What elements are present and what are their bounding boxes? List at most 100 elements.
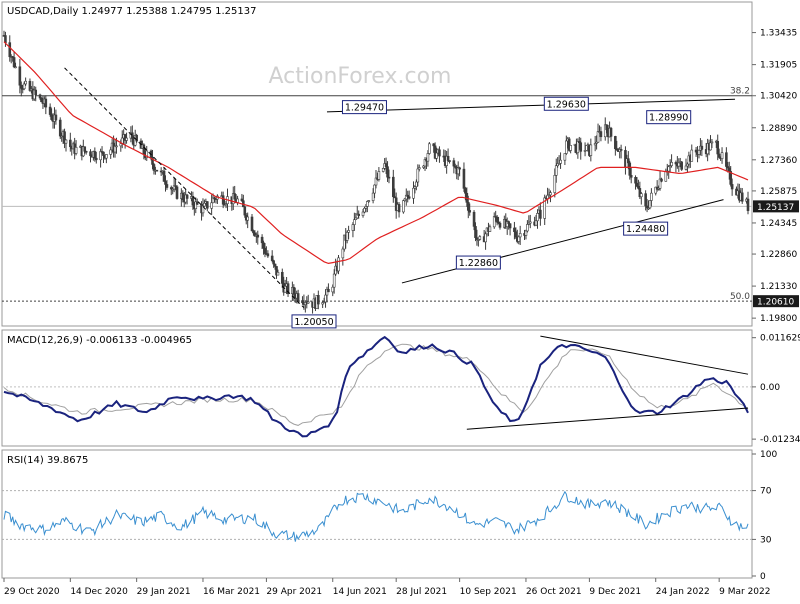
candle-body [517,236,521,242]
macd-panel-title: MACD(12,26,9) -0.006133 -0.004965 [7,335,192,346]
candle-body [495,216,499,223]
candle-body [402,200,405,213]
candle-body [474,226,477,238]
x-axis-label: 9 Mar 2022 [719,587,770,597]
candle-body [730,184,734,190]
candle-body [684,165,688,170]
candle-body [644,193,647,207]
candle-body [438,149,441,157]
candle-body [664,170,668,182]
candle-body [415,181,418,187]
macd-axis-label: 0.011629 [760,334,800,344]
candle-body [145,150,149,158]
price-annotation-box [646,110,692,125]
candle-body [165,184,169,188]
candle-body [276,271,280,276]
moving-average-line [3,41,749,265]
candle-body [102,151,105,156]
x-axis-label: 14 Dec 2020 [70,587,128,597]
price-axis-label: 1.28890 [760,124,797,134]
candle-body [246,216,249,221]
candle-body [727,167,731,172]
candle-body [105,154,108,159]
candle-body [709,142,712,151]
candle-body [63,131,66,144]
price-axis-label: 1.33435 [760,29,797,39]
candle-body [381,168,385,172]
macd-axis-label: 0.00 [760,383,780,393]
x-axis-label: 24 Jan 2022 [656,587,710,597]
candle-body [266,253,270,257]
candle-body [697,150,701,155]
macd-trendline [540,335,749,375]
fib-label: 50.0 [730,292,750,302]
price-axis-label: 1.30420 [760,92,797,102]
candle-body [627,158,630,164]
candle-body [233,193,236,200]
candle-body [151,157,154,165]
candle-body [716,140,720,155]
rsi-axis-label: 100 [760,450,777,460]
candle-body [341,248,345,259]
candle-body [565,140,568,154]
price-annotation: 1.20050 [294,317,333,328]
candle-body [579,142,583,152]
candle-body [539,209,542,219]
candle-body [563,153,567,161]
candle-body [466,202,470,211]
candle-body [306,301,310,304]
candle-body [40,97,43,103]
candle-body [119,143,123,147]
candle-body [605,124,608,131]
candle-body [637,185,640,189]
candle-body [373,184,376,194]
price-axis-label: 1.24345 [760,219,797,229]
current-price-tag-bg [753,200,799,213]
candle-body [58,119,62,137]
price-axis-label: 1.22860 [760,250,797,260]
candle-body [677,162,681,167]
candle-body [142,144,146,155]
candle-body [740,192,744,202]
candle-body [260,236,264,244]
candle-body [488,226,492,232]
rsi-plot [2,490,752,542]
candle-body [83,146,87,152]
candle-body [175,186,179,199]
price-panel-title: USDCAD,Daily 1.24977 1.25388 1.24795 1.2… [7,6,257,17]
candle-body [93,151,97,159]
candle-body [640,193,643,198]
fib-label: 38.2 [730,87,750,97]
price-axis-label: 1.25875 [760,187,797,197]
candle-body [710,141,714,144]
candle-body [628,162,632,176]
candle-body [549,192,552,196]
fib-price-tag: 1.20610 [757,298,794,308]
candle-body [185,194,189,199]
candle-body [670,162,673,166]
candle-body [250,216,254,232]
candle-body [462,168,466,189]
candle-body [432,143,435,147]
candle-body [48,106,52,115]
candle-body [690,149,694,162]
candle-body [203,202,206,207]
x-axis-label: 16 Mar 2021 [203,587,260,597]
candle-body [347,230,350,233]
macd-axis-label: -0.012348 [760,435,800,445]
x-axis-label: 29 Apr 2021 [266,587,322,597]
candle-body [614,136,617,150]
candle-body [448,160,451,162]
macd-signal-line [3,343,749,426]
candle-body [195,201,199,205]
candle-body [22,83,26,90]
candle-body [648,200,652,209]
macd-trendline [466,407,749,430]
rsi-axis-label: 70 [760,487,772,497]
candle-body [576,141,580,154]
price-annotation: 1.24480 [626,224,665,235]
candle-body [64,139,68,144]
candle-body [14,66,17,69]
candle-body [694,149,698,153]
